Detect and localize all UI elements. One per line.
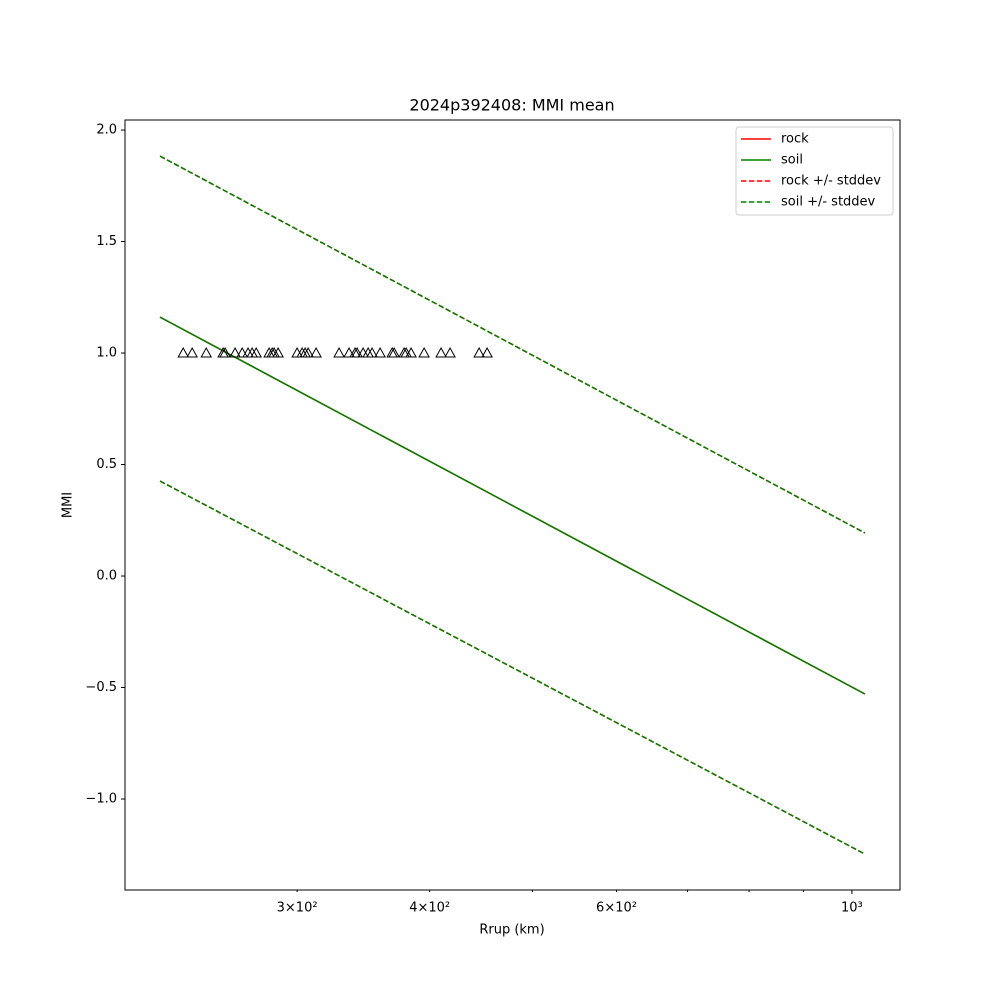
series-line bbox=[159, 155, 866, 534]
observation-marker bbox=[351, 346, 363, 358]
observation-marker bbox=[333, 346, 345, 358]
x-tick-label: 6×10² bbox=[596, 901, 637, 916]
y-tick-label: 0.5 bbox=[96, 457, 117, 472]
observation-marker bbox=[310, 346, 322, 358]
observation-marker bbox=[272, 346, 284, 358]
plot-frame bbox=[124, 119, 901, 891]
observation-marker bbox=[473, 346, 485, 358]
y-tick-label: 1.0 bbox=[96, 346, 117, 361]
observation-marker bbox=[444, 346, 456, 358]
observation-marker bbox=[374, 346, 386, 358]
chart-title: 2024p392408: MMI mean bbox=[409, 96, 614, 115]
legend-label: rock +/- stddev bbox=[781, 174, 881, 189]
legend-label: rock bbox=[781, 132, 809, 147]
legend-label: soil +/- stddev bbox=[781, 195, 876, 210]
x-axis-label: Rrup (km) bbox=[479, 923, 544, 938]
observation-marker bbox=[200, 346, 213, 358]
series-line bbox=[159, 480, 866, 855]
legend-box bbox=[735, 126, 894, 216]
observation-marker bbox=[229, 346, 241, 358]
observation-marker bbox=[177, 346, 190, 358]
observation-marker bbox=[343, 346, 355, 358]
y-tick-label: 2.0 bbox=[96, 123, 117, 138]
legend-label: soil bbox=[781, 153, 803, 168]
observation-marker bbox=[481, 346, 493, 358]
observation-marker bbox=[418, 346, 430, 358]
observation-marker bbox=[219, 346, 231, 358]
y-tick-label: 1.5 bbox=[96, 234, 117, 249]
observation-marker bbox=[388, 346, 400, 358]
y-tick-label: 0.0 bbox=[96, 569, 117, 584]
observation-marker bbox=[405, 346, 417, 358]
x-tick-label: 10³ bbox=[841, 901, 863, 916]
y-tick-label: −0.5 bbox=[85, 680, 117, 695]
x-tick-label: 4×10² bbox=[409, 901, 450, 916]
observation-marker bbox=[435, 346, 447, 358]
x-tick-label: 3×10² bbox=[277, 901, 318, 916]
observation-marker bbox=[366, 346, 378, 358]
series-line bbox=[159, 316, 866, 695]
observation-marker bbox=[250, 346, 263, 358]
observation-marker bbox=[186, 346, 199, 358]
observation-marker bbox=[302, 346, 315, 358]
observation-marker bbox=[236, 346, 249, 358]
y-tick-label: −1.0 bbox=[85, 792, 117, 807]
y-axis-label: MMI bbox=[61, 492, 76, 518]
